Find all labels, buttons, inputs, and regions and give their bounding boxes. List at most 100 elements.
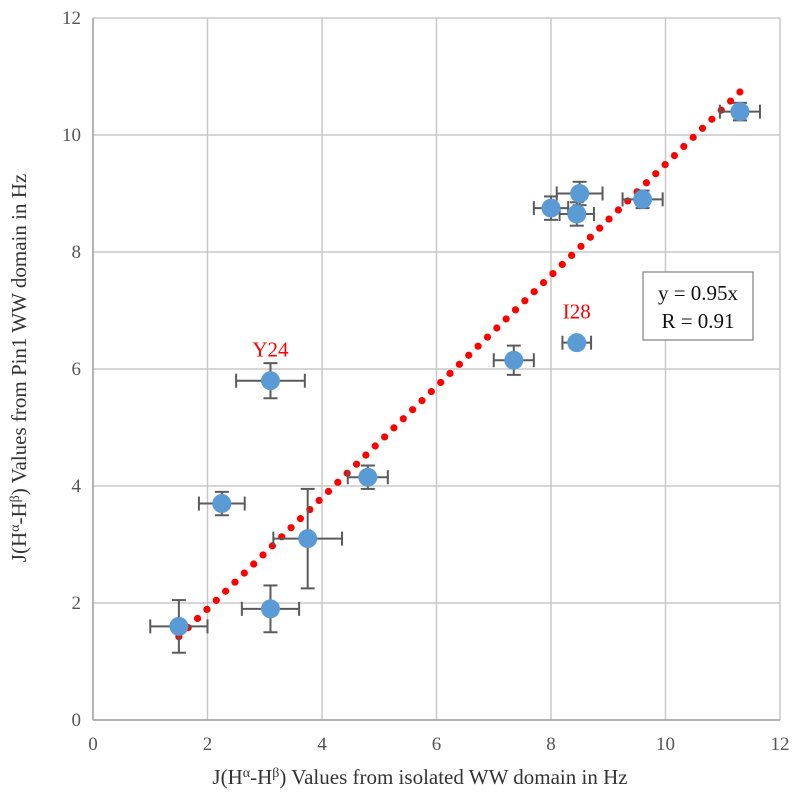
axis-title-part: α [8,524,23,532]
trendline-dot [446,369,454,377]
trendline-dot [474,342,482,350]
trendline-dot [568,251,576,259]
trendline-dot [203,605,211,614]
trendline-dot [437,378,445,387]
x-tick-label: 4 [317,734,327,755]
axis-title-part: -H [7,502,31,524]
axis-title-part: J(H [7,532,31,562]
data-point [504,350,524,370]
trendline-dot [222,587,230,595]
trendline-dot [231,578,239,586]
data-point [358,467,378,487]
x-tick-label: 6 [432,734,442,755]
trendline-dot [250,560,258,568]
trendline-dot [596,224,604,232]
x-tick-label: 0 [88,734,98,755]
trendline-dot [390,424,398,432]
axis-title-part: β [272,766,279,781]
trendline-dot [483,333,492,341]
x-tick-label: 8 [546,734,556,755]
y-axis-title: J(Hα-Hβ) Values from Pin1 WW domain in H… [7,174,31,562]
trendline-dot [259,551,267,559]
y-tick-label: 12 [62,8,81,29]
y-tick-label: 10 [62,125,81,146]
trendline-dot [605,215,613,223]
data-point [169,616,189,636]
trendline-dot [670,151,679,160]
x-tick-label: 2 [203,734,213,755]
axes [92,18,780,721]
equation-line-1: y = 0.95x [658,281,739,305]
trendline-dot [193,614,202,623]
trendline-dot [455,360,463,368]
trendline-dot [708,115,716,123]
trendline-dot [371,442,379,450]
axis-title-part: ) Values from isolated WW domain in Hz [279,765,627,789]
point-label: Y24 [252,338,289,362]
data-point [260,599,280,619]
trendline [175,88,744,641]
data-point [541,198,561,218]
y-tick-label: 6 [72,359,82,380]
equation-box: y = 0.95x R = 0.91 [642,271,754,341]
equation-line-2: R = 0.91 [661,309,734,333]
data-point [730,102,750,122]
trendline-dot [465,351,473,359]
trendline-dot [362,451,370,459]
data-point [570,184,590,203]
data-point [212,494,232,514]
x-tick-label: 12 [771,734,790,755]
trendline-dot [502,315,510,323]
trendline-dot [324,487,333,496]
trendline-dot [736,88,744,96]
trendline-dot [521,297,529,305]
trendline-dot [689,133,697,141]
tick-labels: 0 2 4 6 8 10 12 0 2 4 6 8 10 12 [62,8,790,755]
trendline-dot [315,496,323,505]
trendline-dot [380,433,389,441]
data-point [567,333,587,353]
axis-title-part: ) Values from Pin1 WW domain in Hz [7,174,31,495]
trendline-dot [427,387,435,396]
grid [93,17,781,720]
trendline-dot [240,569,248,577]
trendline-dot [418,397,426,405]
trendline-dot [539,279,548,287]
trendline-dot [409,406,417,414]
trendline-dot [530,288,538,296]
x-axis-title: J(Hα-Hβ) Values from isolated WW domain … [212,765,627,789]
y-tick-label: 4 [72,476,82,497]
y-tick-label: 2 [72,593,82,614]
trendline-dot [726,97,735,105]
trendline-dot [493,324,501,332]
x-tick-label: 10 [656,734,675,755]
error-bars [149,101,761,654]
data-point [260,371,280,391]
trendline-dot [296,515,305,523]
data-point [298,529,318,549]
trendline-dot [661,161,669,169]
trendline-dot [652,170,660,178]
y-tick-label: 8 [72,242,82,263]
trendline-dot [586,233,594,241]
axis-title-part: β [8,495,23,502]
data-points [169,102,750,636]
trendline-dot [577,242,585,250]
axis-title-part: -H [250,765,272,789]
trendline-dot [399,415,407,423]
trendline-dot [698,124,707,132]
data-point [567,204,587,224]
trendline-dot [287,524,295,532]
trendline-dot [558,260,566,269]
data-point [633,189,653,209]
trendline-dot [352,460,361,468]
trendline-dot [212,596,220,604]
y-tick-label: 0 [72,710,82,731]
trendline-dot [511,306,520,314]
axis-title-part: J(H [212,765,242,789]
trendline-dot [680,142,688,151]
trendline-dot [717,106,725,114]
trendline-dot [614,206,622,214]
point-annotations: Y24 I28 [252,300,590,362]
